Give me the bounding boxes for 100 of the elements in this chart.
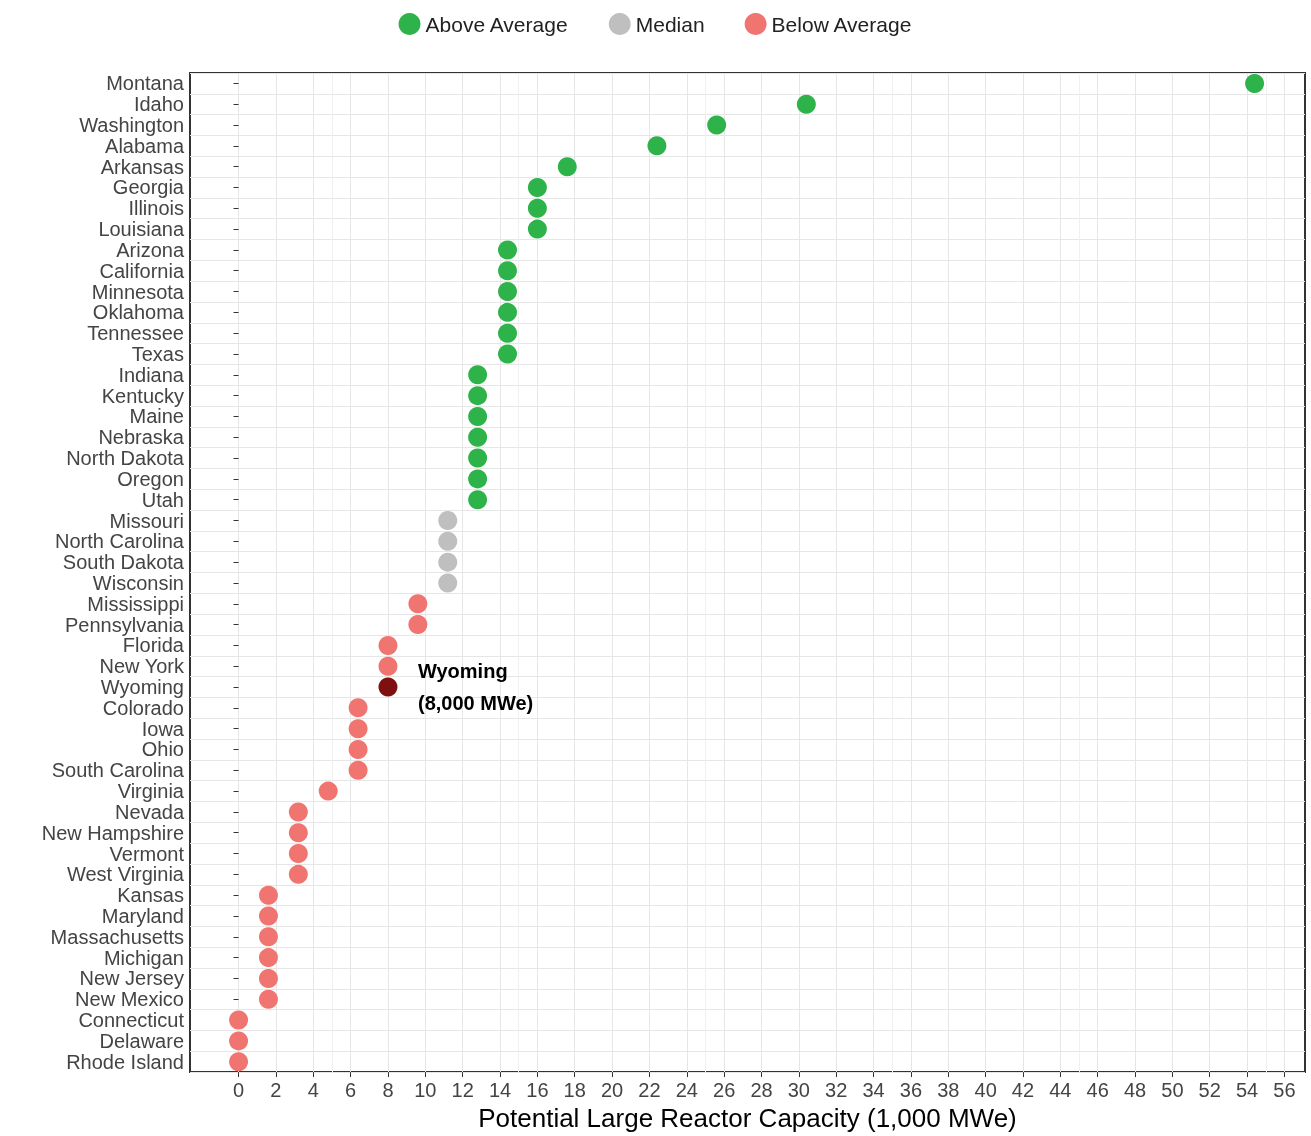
- x-tick-label: 56: [1273, 1079, 1296, 1102]
- point: [468, 386, 488, 406]
- point: [527, 198, 547, 218]
- y-tick-label: New Hampshire: [41, 821, 184, 844]
- point: [229, 1031, 249, 1051]
- x-tick-label: 46: [1086, 1079, 1109, 1102]
- x-tick-label: 42: [1011, 1079, 1035, 1102]
- legend-label: Above Average: [425, 12, 568, 36]
- y-tick-label: North Carolina: [55, 530, 185, 553]
- y-tick-label: Virginia: [117, 780, 185, 803]
- point: [378, 677, 398, 697]
- point: [378, 656, 398, 676]
- y-tick-label: Georgia: [112, 176, 185, 199]
- x-tick-label: 20: [600, 1079, 624, 1102]
- y-tick-label: Delaware: [99, 1029, 184, 1052]
- point: [498, 323, 517, 343]
- x-tick-label: 48: [1123, 1079, 1147, 1102]
- point: [498, 240, 517, 260]
- x-tick-label: 28: [750, 1079, 773, 1102]
- y-tick-label: Kansas: [117, 884, 184, 907]
- x-tick-label: 4: [307, 1079, 319, 1102]
- x-tick-label: 22: [638, 1079, 661, 1102]
- y-tick-label: Tennessee: [87, 322, 184, 345]
- point: [348, 719, 368, 739]
- legend-label: Below Average: [771, 12, 912, 36]
- point: [408, 594, 428, 614]
- y-tick-label: Rhode Island: [66, 1050, 184, 1073]
- point: [258, 906, 278, 926]
- point: [408, 615, 428, 635]
- point: [498, 282, 517, 302]
- y-tick-label: Montana: [106, 72, 185, 95]
- point: [498, 344, 517, 364]
- x-tick-label: 52: [1198, 1079, 1221, 1102]
- y-tick-label: Minnesota: [91, 280, 185, 303]
- point: [288, 864, 308, 884]
- x-tick-label: 6: [345, 1079, 357, 1102]
- x-tick-label: 54: [1235, 1079, 1259, 1102]
- y-tick-label: South Dakota: [62, 551, 185, 574]
- point: [468, 365, 488, 385]
- y-tick-label: Nebraska: [98, 426, 185, 449]
- y-tick-label: Texas: [131, 343, 184, 365]
- y-tick-label: Ohio: [141, 738, 184, 761]
- point: [438, 573, 458, 593]
- x-axis-title: Potential Large Reactor Capacity (1,000 MWe): [478, 1103, 1017, 1133]
- y-tick-label: New Mexico: [75, 988, 184, 1011]
- point: [468, 469, 488, 489]
- point: [378, 635, 398, 655]
- point: [258, 927, 278, 947]
- point: [229, 1010, 249, 1030]
- point: [707, 115, 727, 135]
- point: [348, 739, 368, 759]
- point: [288, 823, 308, 843]
- x-tick-label: 24: [675, 1079, 698, 1102]
- x-tick-label: 18: [563, 1079, 586, 1102]
- x-tick-label: 50: [1161, 1079, 1184, 1102]
- y-tick-label: Indiana: [118, 363, 185, 386]
- x-tick-label: 40: [974, 1079, 997, 1102]
- x-tick-label: 8: [382, 1079, 394, 1102]
- point: [258, 968, 278, 988]
- x-tick-label: 10: [414, 1079, 437, 1102]
- y-tick-label: Washington: [79, 114, 184, 137]
- point: [796, 94, 816, 114]
- y-tick-label: Iowa: [141, 717, 185, 740]
- point: [527, 219, 547, 239]
- x-tick-label: 26: [713, 1079, 736, 1102]
- y-tick-label: North Dakota: [66, 447, 185, 470]
- annotation: Wyoming (8,000 MWe): [417, 660, 534, 715]
- y-tick-label: Kentucky: [101, 384, 184, 407]
- y-tick-label: Mississippi: [87, 592, 184, 615]
- x-tick-label: 0: [233, 1079, 245, 1102]
- point: [229, 1052, 249, 1072]
- point: [258, 948, 278, 968]
- x-tick-label: 30: [787, 1079, 810, 1102]
- x-tick-label: 38: [937, 1079, 960, 1102]
- point: [557, 157, 577, 177]
- point: [348, 698, 368, 718]
- point: [468, 490, 488, 510]
- y-tick-label: Oregon: [117, 467, 184, 490]
- y-tick-label: Oklahoma: [92, 301, 185, 324]
- point: [468, 448, 488, 468]
- y-tick-label: South Carolina: [51, 759, 185, 782]
- legend-label: Median: [635, 12, 705, 36]
- point: [527, 177, 547, 197]
- y-tick-label: Louisiana: [98, 218, 185, 241]
- point: [258, 989, 278, 1009]
- point: [438, 511, 458, 531]
- y-tick-label: Arizona: [116, 238, 185, 261]
- y-tick-label: New York: [99, 655, 185, 678]
- y-tick-label: Wisconsin: [92, 571, 184, 594]
- point: [288, 844, 308, 864]
- point: [647, 136, 667, 156]
- y-tick-label: Arkansas: [100, 155, 184, 178]
- point: [468, 427, 488, 447]
- point: [318, 781, 338, 801]
- point: [468, 406, 488, 426]
- point: [288, 802, 308, 822]
- point: [498, 302, 517, 322]
- point: [498, 261, 517, 281]
- y-tick-label: Idaho: [133, 93, 184, 116]
- y-tick-label: California: [99, 259, 185, 282]
